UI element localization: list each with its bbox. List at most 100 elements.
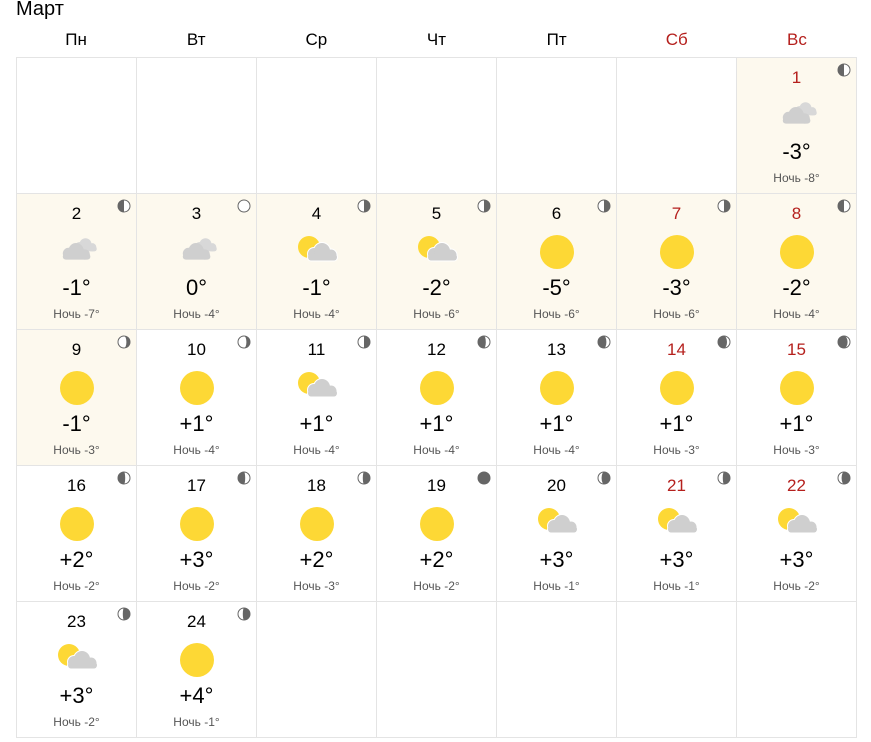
day-number: 12 [427,340,446,359]
sunny-icon [415,368,459,408]
night-label: Ночь [533,307,561,321]
moon-phase-icon [837,335,851,349]
partly-cloudy-icon [655,504,699,544]
night-temperature: Ночь -4° [137,307,256,321]
moon-phase-icon [717,335,731,349]
moon-phase-icon [477,471,491,485]
empty-cell [137,58,257,194]
day-number: 11 [307,340,326,359]
night-label: Ночь [653,443,681,457]
month-title: Март [16,0,64,20]
sunny-icon [415,504,459,544]
night-value: -2° [204,579,220,593]
night-temperature: Ночь -3° [257,579,376,593]
night-label: Ночь [773,171,801,185]
day-temperature: +1° [539,411,574,436]
day-number: 24 [187,612,206,631]
night-temperature: Ночь -4° [257,307,376,321]
day-cell[interactable]: 6 -5° Ночь -6° [497,194,617,330]
day-cell[interactable]: 22 +3° Ночь -2° [737,466,857,602]
day-cell[interactable]: 3 0° Ночь -4° [137,194,257,330]
day-cell[interactable]: 2 -1° Ночь -7° [17,194,137,330]
day-cell[interactable]: 1 -3° Ночь -8° [737,58,857,194]
sunny-icon [655,232,699,272]
night-value: -2° [804,579,820,593]
day-temperature: +4° [179,683,214,708]
night-value: -6° [444,307,460,321]
day-cell[interactable]: 11 +1° Ночь -4° [257,330,377,466]
day-cell[interactable]: 24 +4° Ночь -1° [137,602,257,738]
day-temperature: 0° [185,275,208,300]
day-cell[interactable]: 10 +1° Ночь -4° [137,330,257,466]
day-number: 21 [667,476,686,495]
day-cell[interactable]: 23 +3° Ночь -2° [17,602,137,738]
day-cell[interactable]: 19 +2° Ночь -2° [377,466,497,602]
day-temperature: -3° [782,139,811,164]
night-temperature: Ночь -8° [737,171,856,185]
night-label: Ночь [413,307,441,321]
day-cell[interactable]: 20 +3° Ночь -1° [497,466,617,602]
moon-phase-icon [597,199,611,213]
night-temperature: Ночь -3° [617,443,736,457]
weekday-header: Сб [665,30,688,49]
day-cell[interactable]: 16 +2° Ночь -2° [17,466,137,602]
night-value: -4° [804,307,820,321]
day-temperature: +2° [59,547,94,572]
day-cell[interactable]: 8 -2° Ночь -4° [737,194,857,330]
night-value: -8° [804,171,820,185]
night-value: -3° [684,443,700,457]
empty-cell [377,602,497,738]
day-cell[interactable]: 7 -3° Ночь -6° [617,194,737,330]
empty-cell [257,602,377,738]
night-label: Ночь [653,307,681,321]
sunny-icon [775,232,819,272]
day-temperature: -1° [302,275,331,300]
day-temperature: +2° [419,547,454,572]
empty-cell [617,602,737,738]
day-cell[interactable]: 15 +1° Ночь -3° [737,330,857,466]
empty-cell [737,602,857,738]
day-cell[interactable]: 4 -1° Ночь -4° [257,194,377,330]
sunny-icon [55,504,99,544]
day-number: 10 [187,340,206,359]
empty-cell [497,58,617,194]
night-label: Ночь [173,579,201,593]
day-cell[interactable]: 17 +3° Ночь -2° [137,466,257,602]
night-value: -4° [444,443,460,457]
night-value: -4° [204,307,220,321]
night-temperature: Ночь -2° [17,715,136,729]
night-temperature: Ночь -1° [617,579,736,593]
night-value: -2° [444,579,460,593]
day-temperature: +1° [419,411,454,436]
night-label: Ночь [53,443,81,457]
sunny-icon [175,504,219,544]
day-number: 13 [547,340,566,359]
empty-cell [377,58,497,194]
moon-phase-icon [117,335,131,349]
night-label: Ночь [173,307,201,321]
moon-phase-icon [117,607,131,621]
day-cell[interactable]: 13 +1° Ночь -4° [497,330,617,466]
moon-phase-icon [237,199,251,213]
day-cell[interactable]: 5 -2° Ночь -6° [377,194,497,330]
day-cell[interactable]: 18 +2° Ночь -3° [257,466,377,602]
day-cell[interactable]: 9 -1° Ночь -3° [17,330,137,466]
day-cell[interactable]: 21 +3° Ночь -1° [617,466,737,602]
moon-phase-icon [117,471,131,485]
day-number: 18 [307,476,326,495]
sunny-icon [175,368,219,408]
night-temperature: Ночь -1° [497,579,616,593]
night-value: -2° [84,715,100,729]
night-temperature: Ночь -3° [737,443,856,457]
day-cell[interactable]: 12 +1° Ночь -4° [377,330,497,466]
day-cell[interactable]: 14 +1° Ночь -3° [617,330,737,466]
night-temperature: Ночь -6° [377,307,496,321]
night-temperature: Ночь -2° [17,579,136,593]
night-temperature: Ночь -1° [137,715,256,729]
weekday-header: Ср [305,30,328,49]
day-number: 3 [191,204,202,223]
day-temperature: -1° [62,411,91,436]
night-temperature: Ночь -4° [377,443,496,457]
night-temperature: Ночь -6° [497,307,616,321]
weekday-header-row: Пн Вт Ср Чт Пт Сб Вс [16,30,857,50]
